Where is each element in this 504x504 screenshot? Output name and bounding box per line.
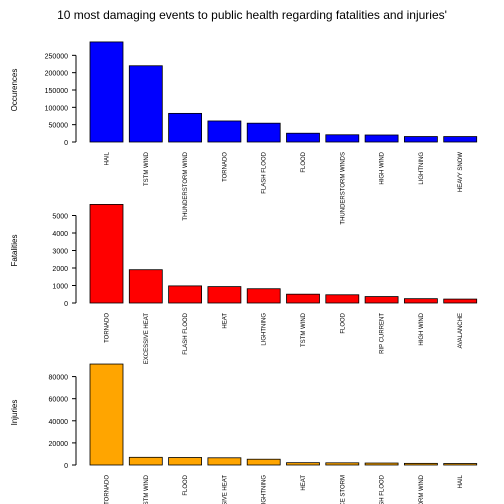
bar [364,462,399,466]
bar [443,463,478,466]
y-tick-label: 150000 [45,88,68,95]
bar [403,462,438,466]
category-label: TSTM WIND [301,312,307,347]
category-label: EXCESSIVE HEAT [222,475,228,504]
category-label: TSTM WIND [144,151,150,186]
category-label: THUNDERSTORM WIND [419,474,425,504]
category-label: HEAT [301,475,307,491]
category-label: HAIL [458,474,464,488]
category-label: HEAT [222,313,228,329]
bar [443,298,478,304]
bar [89,363,124,466]
y-axis-label: Injuries [10,400,19,426]
y-tick-label: 0 [64,140,68,147]
y-tick-label: 250000 [45,53,68,60]
category-label: LIGHTNING [419,152,425,185]
bar [403,298,438,304]
category-label: RIP CURRENT [380,313,386,354]
category-label: HIGH WIND [419,312,425,345]
y-axis-label: Occurences [10,69,19,112]
y-axis-label: Fatalities [10,234,19,266]
bar [443,136,478,143]
category-label: FLASH FLOOD [262,151,268,193]
y-tick-label: 2000 [52,266,68,273]
category-label: LIGHTNING [262,313,268,346]
chart-title: 10 most damaging events to public health… [57,8,447,22]
bar [89,204,124,304]
bar [207,457,242,466]
category-label: FLASH FLOOD [183,312,189,354]
bar [325,134,360,143]
category-label: FLOOD [301,151,307,172]
category-label: LIGHTNING [262,475,268,504]
y-tick-label: 200000 [45,71,68,78]
bar [207,120,242,143]
y-tick-label: 50000 [49,123,69,130]
y-tick-label: 4000 [52,231,68,238]
bar [364,296,399,304]
category-label: THUNDERSTORM WIND [183,151,189,220]
category-label: HAIL [105,151,111,165]
bar [246,288,281,304]
category-label: TORNADO [105,475,111,504]
bar [168,285,203,304]
bar [168,457,203,466]
category-label: FLOOD [183,474,189,495]
y-tick-label: 5000 [52,214,68,221]
category-label: TSTM WIND [144,474,150,504]
bar [128,456,163,466]
y-tick-label: 0 [64,301,68,308]
bar [128,269,163,304]
bar [89,41,124,143]
category-label: TORNADO [222,152,228,182]
y-tick-label: 0 [64,463,68,470]
panel-2: 0 1000 2000 3000 4000 5000 Fatalities TORNADO EX… [10,204,478,365]
category-label: EXCESSIVE HEAT [144,313,150,365]
category-label: FLOOD [340,312,346,333]
category-label: HIGH WIND [380,151,386,184]
y-tick-label: 60000 [49,397,69,404]
bar [325,294,360,304]
bar [325,462,360,466]
panel-1: 0 50000 100000 150000 200000 250000 Occurences… [10,41,478,225]
bar [286,462,320,466]
y-tick-label: 80000 [49,375,69,382]
bar [286,132,320,143]
category-label: HEAVY SNOW [458,152,464,192]
y-tick-label: 20000 [49,441,69,448]
panel-3: 0 20000 40000 60000 80000 Injuries TORNADO TSTM… [10,363,478,504]
y-tick-label: 100000 [45,105,68,112]
category-label: FLASH FLOOD [380,474,386,504]
bar [246,122,281,143]
y-tick-label: 40000 [49,419,69,426]
category-label: TORNADO [105,313,111,343]
category-label: AVALANCHE [458,313,464,348]
bar [364,134,399,143]
category-label: ICE STORM [340,475,346,504]
y-tick-label: 1000 [52,284,68,291]
bar [403,136,438,143]
y-tick-label: 3000 [52,249,68,256]
bar [128,65,163,143]
bar [207,286,242,304]
category-label: THUNDERSTORM WINDS [340,152,346,225]
bar [286,293,320,304]
bar [168,112,203,143]
bar [246,458,281,466]
